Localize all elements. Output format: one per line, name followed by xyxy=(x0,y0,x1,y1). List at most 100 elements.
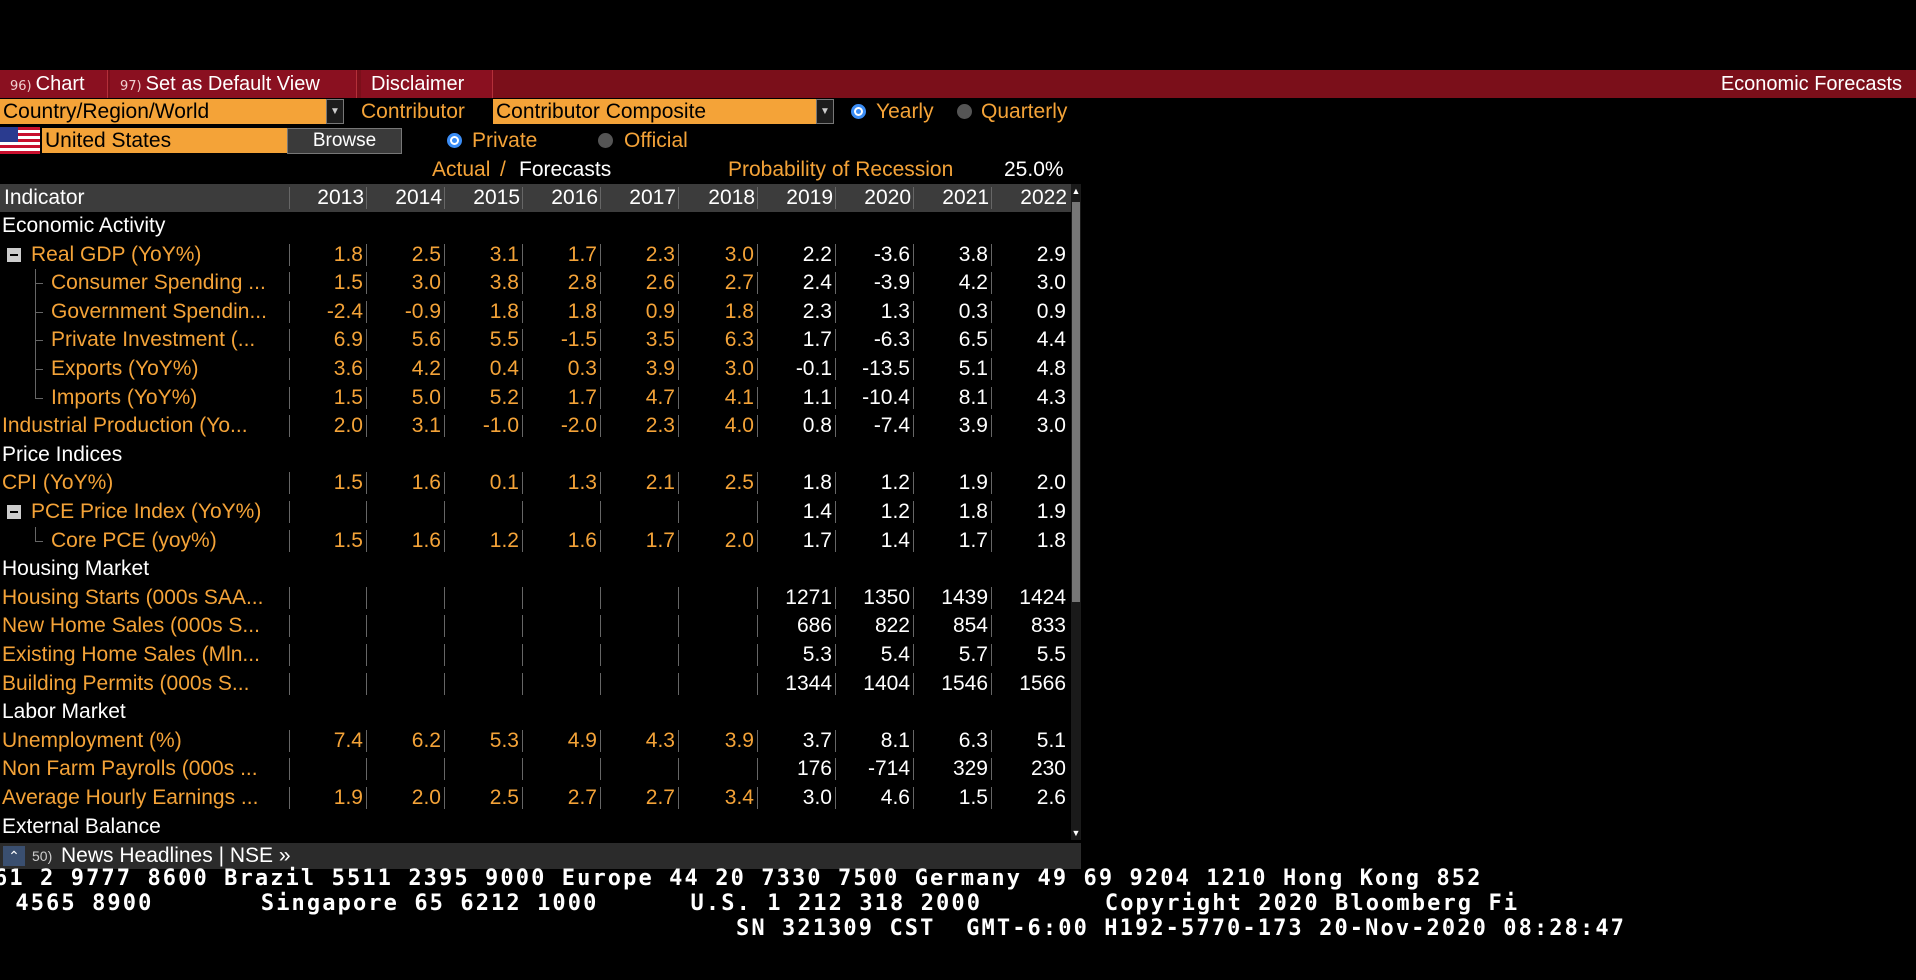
value-cell: 6.5 xyxy=(958,328,988,352)
value-cell: 2.6 xyxy=(645,271,675,295)
column-divider xyxy=(835,358,836,380)
yearly-radio[interactable] xyxy=(851,104,866,119)
table-row[interactable]: Non Farm Payrolls (000s ... 176 -714 329 230 xyxy=(0,755,1071,784)
recession-probability-value: 25.0% xyxy=(1004,158,1064,181)
column-divider xyxy=(289,300,290,323)
private-label[interactable]: Private xyxy=(472,129,538,152)
table-row[interactable]: Average Hourly Earnings ... 1.9 2.0 2.5 2.7 2… xyxy=(0,784,1071,813)
news-headlines-bar[interactable]: ⌃ 50) News Headlines | NSE » xyxy=(0,843,1081,869)
scrollbar-thumb[interactable] xyxy=(1072,202,1080,602)
column-divider xyxy=(991,329,992,352)
column-divider xyxy=(289,472,290,495)
column-divider xyxy=(835,672,836,695)
value-cell: 2.8 xyxy=(567,271,597,295)
column-divider xyxy=(444,758,445,781)
private-radio[interactable] xyxy=(447,133,462,148)
value-cell: 1.8 xyxy=(1036,528,1066,552)
table-row[interactable]: Real GDP (YoY%) 1.8 2.5 3.1 1.7 2.3 3.0 2.2 -3.6… xyxy=(0,241,1071,270)
column-divider xyxy=(835,472,836,495)
value-cell: 1439 xyxy=(941,585,988,609)
table-row[interactable]: Existing Home Sales (Mln... 5.3 5.4 5.7 5.5 xyxy=(0,641,1071,670)
column-divider xyxy=(913,586,914,609)
official-label[interactable]: Official xyxy=(624,129,688,152)
tree-branch xyxy=(35,397,43,399)
indicator-label[interactable]: Non Farm Payrolls (000s ... xyxy=(2,757,258,781)
value-cell: 1.7 xyxy=(567,242,597,266)
disclaimer-button[interactable]: Disclaimer xyxy=(361,70,493,98)
column-divider xyxy=(444,386,445,409)
indicator-label[interactable]: Existing Home Sales (Mln... xyxy=(2,643,260,666)
column-divider xyxy=(913,758,914,781)
table-row[interactable]: Core PCE (yoy%) 1.5 1.6 1.2 1.6 1.7 2.0 1.7 1.4 1… xyxy=(0,526,1071,556)
value-cell: 3.6 xyxy=(333,357,363,380)
footer-phone-line: 61 2 9777 8600 Brazil 5511 2395 9000 Eur… xyxy=(0,866,1483,891)
indicator-label[interactable]: Real GDP (YoY%) xyxy=(31,242,202,266)
set-default-view-button[interactable]: 97) Set as Default View xyxy=(110,70,357,98)
value-cell: 4.7 xyxy=(645,385,675,409)
indicator-label[interactable]: Exports (YoY%) xyxy=(51,357,199,380)
indicator-label[interactable]: PCE Price Index (YoY%) xyxy=(31,500,262,523)
value-cell: 3.1 xyxy=(411,414,441,438)
table-scrollbar[interactable]: ▲ ▼ xyxy=(1071,184,1081,840)
column-divider xyxy=(991,758,992,781)
yearly-label[interactable]: Yearly xyxy=(876,100,934,123)
indicator-label[interactable]: CPI (YoY%) xyxy=(2,471,114,495)
browse-button[interactable]: Browse xyxy=(287,128,402,154)
indicator-label[interactable]: Average Hourly Earnings ... xyxy=(2,786,259,809)
column-divider xyxy=(835,272,836,295)
value-cell: 8.1 xyxy=(958,385,988,409)
chart-shortcut: 96) xyxy=(10,79,32,94)
collapse-icon[interactable] xyxy=(7,505,21,519)
table-row[interactable]: New Home Sales (000s S... 686 822 854 833 xyxy=(0,612,1071,641)
column-divider xyxy=(678,672,679,695)
table-row[interactable]: PCE Price Index (YoY%) 1.4 1.2 1.8 1.9 xyxy=(0,498,1071,527)
indicator-label[interactable]: Building Permits (000s S... xyxy=(2,671,250,695)
value-cell: 4.6 xyxy=(880,786,910,809)
indicator-label[interactable]: Consumer Spending ... xyxy=(51,271,266,295)
value-cell: 3.8 xyxy=(489,271,519,295)
chevron-down-icon[interactable]: ▼ xyxy=(326,99,344,124)
value-cell: 3.7 xyxy=(802,728,832,752)
chevron-down-icon[interactable]: ▼ xyxy=(816,99,834,124)
column-divider xyxy=(835,529,836,552)
indicator-label[interactable]: Imports (YoY%) xyxy=(51,385,198,409)
menu-bar: 96) Chart 97) Set as Default View Disclaim… xyxy=(0,70,1916,98)
table-row[interactable]: Exports (YoY%) 3.6 4.2 0.4 0.3 3.9 3.0 -0.1 -13.… xyxy=(0,355,1071,384)
column-divider xyxy=(991,729,992,752)
column-divider xyxy=(678,329,679,352)
quarterly-label[interactable]: Quarterly xyxy=(981,100,1068,123)
table-row[interactable]: Unemployment (%) 7.4 6.2 5.3 4.9 4.3 3.9 3.7 8.1… xyxy=(0,727,1071,756)
official-radio[interactable] xyxy=(598,133,613,148)
table-row[interactable]: Government Spendin... -2.4 -0.9 1.8 1.8 0.9 1.… xyxy=(0,297,1071,327)
table-row[interactable]: Consumer Spending ... 1.5 3.0 3.8 2.8 2.6 2.7 2… xyxy=(0,269,1071,299)
collapse-icon[interactable] xyxy=(7,247,21,262)
country-input[interactable]: United States xyxy=(42,128,287,153)
table-row[interactable]: CPI (YoY%) 1.5 1.6 0.1 1.3 2.1 2.5 1.8 1.2 1.9 2.0 xyxy=(0,469,1071,498)
indicator-label[interactable]: Private Investment (... xyxy=(51,328,256,352)
quarterly-radio[interactable] xyxy=(957,104,972,119)
expand-icon[interactable]: ⌃ xyxy=(3,846,25,866)
column-divider xyxy=(991,529,992,552)
chart-button[interactable]: 96) Chart xyxy=(0,70,108,98)
table-row[interactable]: Housing Starts (000s SAA... 1271 1350 1439 1… xyxy=(0,584,1071,613)
news-headlines-label[interactable]: News Headlines | NSE » xyxy=(61,844,291,867)
column-divider xyxy=(600,529,601,552)
indicator-label[interactable]: Industrial Production (Yo... xyxy=(2,414,248,438)
scroll-down-icon[interactable]: ▼ xyxy=(1071,828,1081,838)
table-row[interactable]: Industrial Production (Yo... 2.0 3.1 -1.0 -2… xyxy=(0,412,1071,441)
table-row[interactable]: Imports (YoY%) 1.5 5.0 5.2 1.7 4.7 4.1 1.1 -10.4… xyxy=(0,383,1071,413)
contributor-dropdown[interactable]: Contributor Composite xyxy=(493,99,816,124)
recession-probability-label: Probability of Recession xyxy=(728,158,954,181)
value-cell: 1.7 xyxy=(802,328,832,352)
indicator-label[interactable]: New Home Sales (000s S... xyxy=(2,614,260,638)
country-region-dropdown[interactable]: Country/Region/World xyxy=(0,99,326,124)
table-row[interactable]: Private Investment (... 6.9 5.6 5.5 -1.5 3.5 6… xyxy=(0,326,1071,356)
table-row[interactable]: Building Permits (000s S... 1344 1404 1546 1… xyxy=(0,670,1071,699)
scroll-up-icon[interactable]: ▲ xyxy=(1071,186,1081,196)
indicator-label[interactable]: Unemployment (%) xyxy=(2,728,182,752)
indicator-label[interactable]: Government Spendin... xyxy=(51,299,267,323)
us-flag-icon xyxy=(0,127,40,154)
indicator-label[interactable]: Housing Starts (000s SAA... xyxy=(2,585,264,609)
value-cell: 2.7 xyxy=(724,271,754,295)
indicator-label[interactable]: Core PCE (yoy%) xyxy=(51,528,217,552)
